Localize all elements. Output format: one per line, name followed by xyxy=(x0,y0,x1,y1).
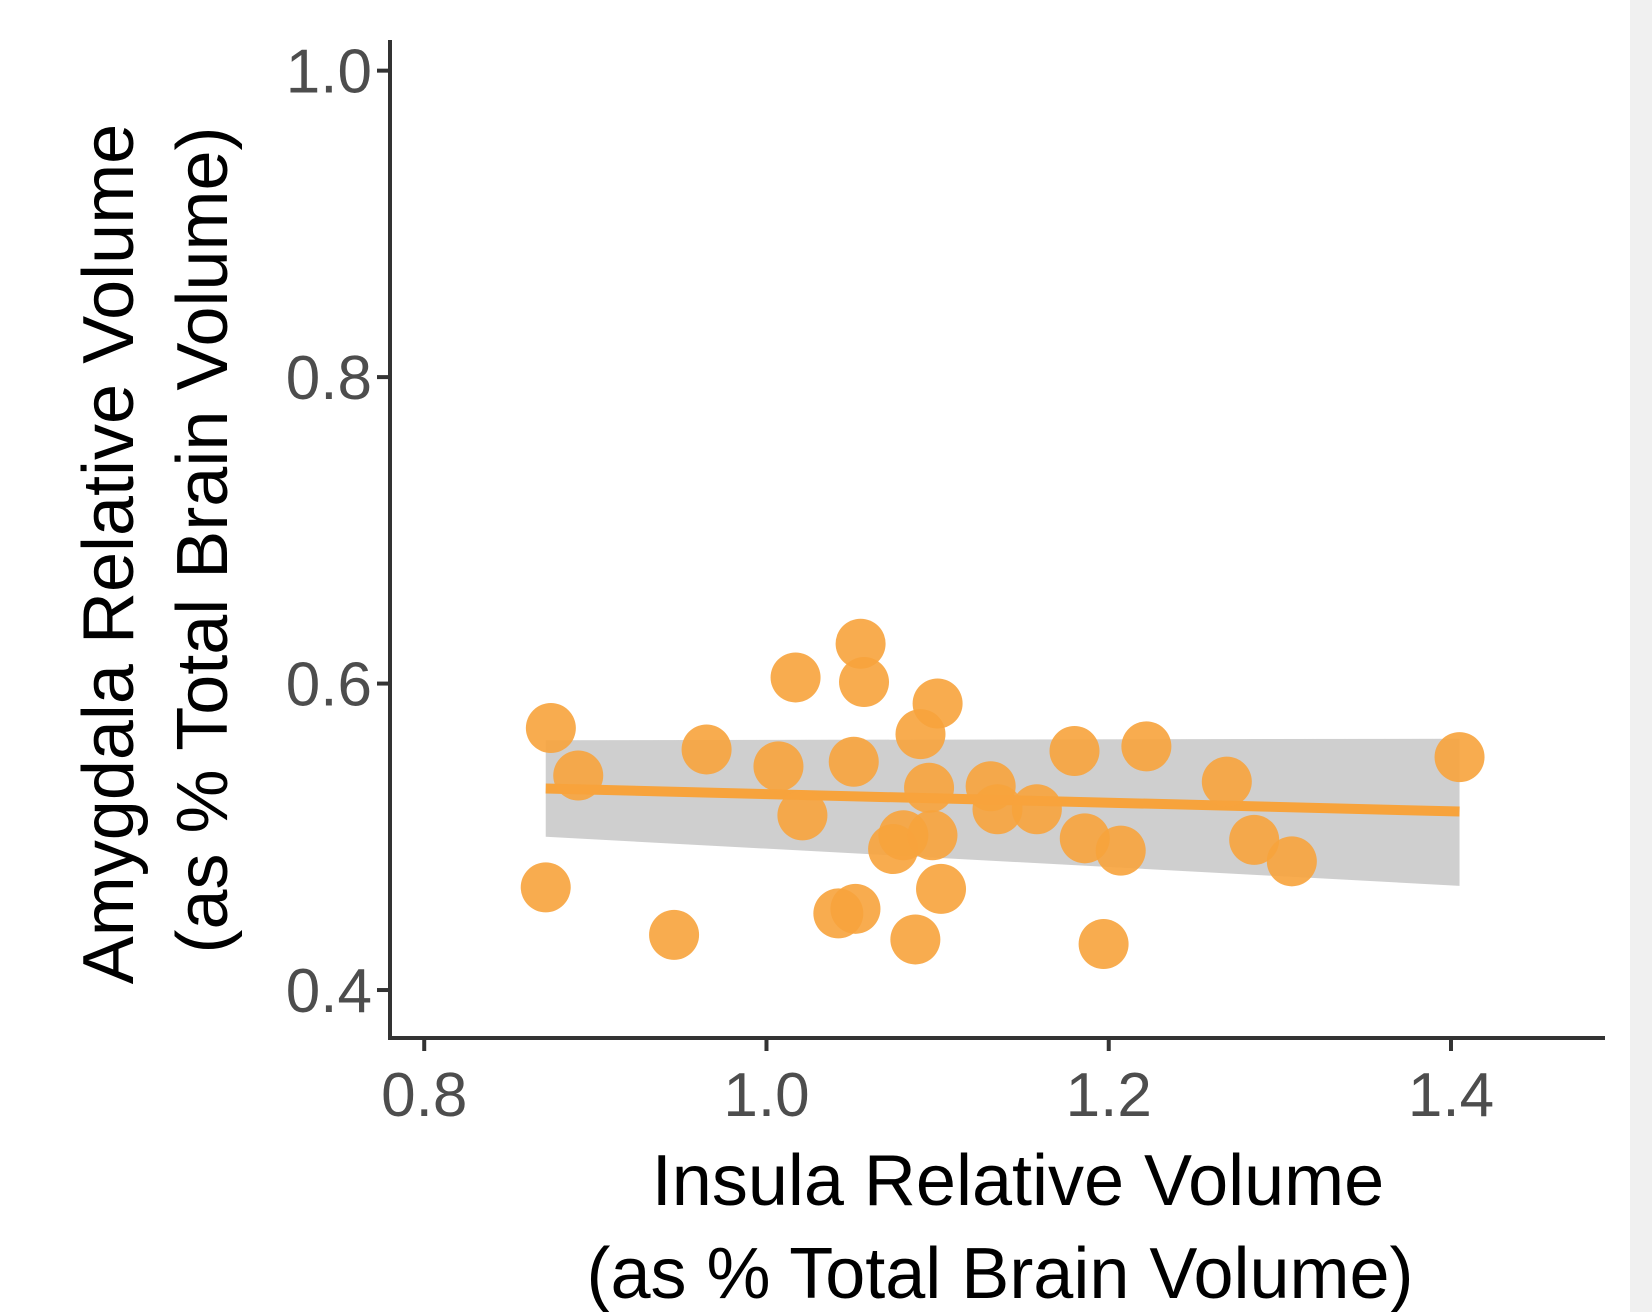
data-point-1 xyxy=(525,703,576,754)
data-point-2 xyxy=(553,750,604,801)
data-point-21 xyxy=(916,863,967,914)
data-point-13 xyxy=(839,657,890,708)
x-axis-title-line-1: Insula Relative Volume xyxy=(652,1141,1384,1221)
y-axis-title-line-2: (as % Total Brain Volume) xyxy=(163,126,243,953)
data-point-8 xyxy=(770,652,821,703)
data-point-11 xyxy=(828,736,879,787)
data-point-27 xyxy=(1078,919,1129,970)
window-edge xyxy=(1630,0,1652,1312)
data-point-3 xyxy=(520,862,571,913)
data-point-23 xyxy=(972,784,1023,835)
data-points xyxy=(520,618,1485,970)
data-point-25 xyxy=(1049,725,1100,776)
data-point-29 xyxy=(1121,721,1172,772)
data-point-10 xyxy=(830,883,881,934)
y-axis-title-line-1: Amygdala Relative Volume xyxy=(69,124,149,984)
data-point-24 xyxy=(1011,784,1062,835)
y-tick-label: 1.0 xyxy=(286,38,372,107)
data-point-33 xyxy=(1434,732,1485,783)
data-point-4 xyxy=(649,909,700,960)
y-tick-label: 0.4 xyxy=(286,957,372,1026)
y-tick-label: 0.6 xyxy=(286,651,372,720)
x-tick-label: 1.2 xyxy=(1066,1061,1152,1130)
x-tick-label: 1.4 xyxy=(1408,1061,1494,1130)
data-point-32 xyxy=(1266,836,1317,887)
x-axis-title-line-2: (as % Total Brain Volume) xyxy=(586,1234,1413,1312)
data-point-6 xyxy=(753,741,804,792)
data-point-12 xyxy=(835,618,886,669)
axis-titles: Insula Relative Volume (as % Total Brain… xyxy=(69,124,1414,1312)
data-point-30 xyxy=(1201,756,1252,807)
data-point-19 xyxy=(907,810,958,861)
data-point-31 xyxy=(1229,814,1280,865)
data-point-18 xyxy=(904,762,955,813)
x-tick-label: 0.8 xyxy=(381,1061,467,1130)
data-point-16 xyxy=(890,914,941,965)
axes xyxy=(377,40,1605,1051)
data-point-5 xyxy=(681,724,732,775)
data-point-7 xyxy=(777,790,828,841)
tick-labels: 0.8 1.0 1.2 1.4 0.4 0.6 0.8 1.0 xyxy=(286,38,1494,1130)
y-tick-label: 0.8 xyxy=(286,344,372,413)
data-point-28 xyxy=(1095,825,1146,876)
data-point-20 xyxy=(912,678,963,729)
x-tick-label: 1.0 xyxy=(723,1061,809,1130)
